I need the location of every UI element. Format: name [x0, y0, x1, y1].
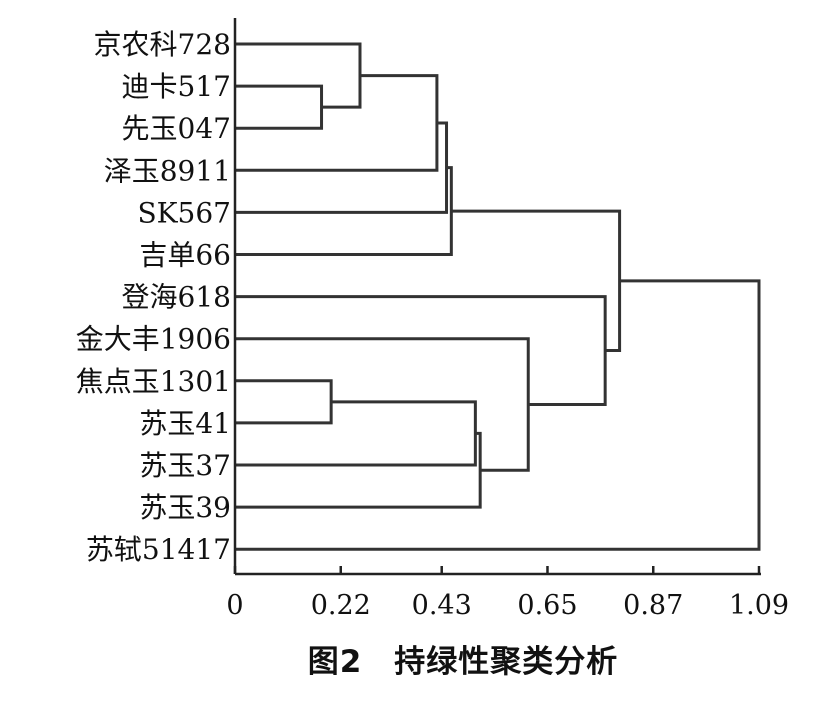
merge-branch-1 [235, 84, 324, 130]
merge-branch-2 [235, 379, 333, 425]
leaf-label: 泽玉8911 [104, 154, 231, 187]
leaf-label: 京农科728 [94, 28, 231, 61]
leaf-label: 苏轼51417 [86, 533, 231, 566]
chart-title: 图2 持绿性聚类分析 [308, 644, 619, 680]
x-tick-label-0-65: 0.65 [517, 590, 577, 621]
x-tick-label-0: 0 [226, 590, 243, 621]
leaf-label: 苏玉41 [139, 407, 231, 440]
merge-branch-7 [235, 400, 477, 467]
leaf-label: 金大丰1906 [76, 323, 231, 356]
leaf-label: SK567 [137, 196, 231, 229]
merge-branch-12 [235, 279, 761, 551]
leaf-label: 焦点玉1301 [76, 365, 231, 398]
leaf-label: 苏玉39 [139, 491, 231, 524]
leaf-label: 登海618 [122, 281, 231, 314]
branches [235, 42, 761, 551]
merge-branch-11 [451, 209, 622, 353]
merge-branch-6 [235, 166, 453, 256]
x-tick-label-1-09: 1.09 [729, 590, 789, 621]
x-tick-label-0-43: 0.43 [412, 590, 472, 621]
x-tick-label-0-87: 0.87 [623, 590, 683, 621]
x-axis-ticks: 0 0.22 0.43 0.65 0.87 1.09 [226, 566, 789, 621]
x-tick-label-0-22: 0.22 [311, 590, 371, 621]
leaf-label: 苏玉37 [139, 449, 231, 482]
merge-branch-4 [235, 74, 439, 172]
leaf-labels: 京农科728 迪卡517 先玉047 泽玉8911 SK567 吉单66 登海618 金大丰1… [76, 28, 231, 566]
merge-branch-5 [235, 121, 449, 214]
x-axis [233, 18, 761, 576]
merge-branch-3 [235, 42, 362, 109]
leaf-label: 迪卡517 [122, 70, 231, 103]
merge-branch-10 [235, 295, 607, 406]
merge-branch-9 [235, 337, 530, 472]
merge-branch-8 [235, 431, 482, 509]
leaf-label: 吉单66 [139, 239, 231, 272]
leaf-label: 先玉047 [122, 112, 231, 145]
